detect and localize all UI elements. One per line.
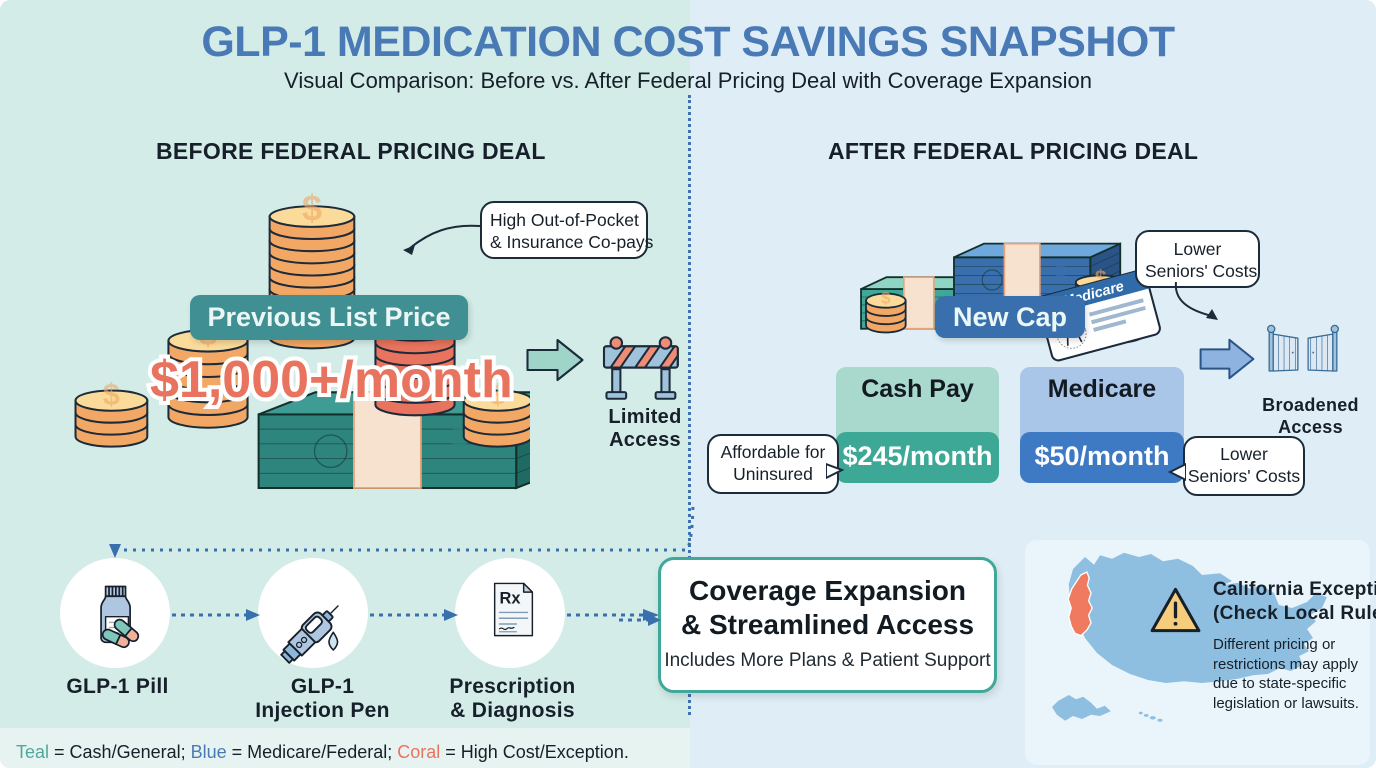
svg-text:$: $ [302, 190, 322, 229]
svg-text:Rx: Rx [500, 590, 522, 608]
svg-text:$: $ [103, 377, 120, 411]
svg-text:$: $ [881, 288, 891, 307]
